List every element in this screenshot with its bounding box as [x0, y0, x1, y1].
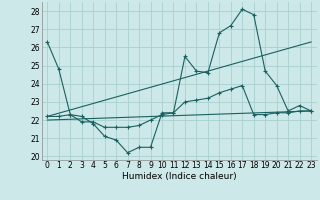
X-axis label: Humidex (Indice chaleur): Humidex (Indice chaleur) [122, 172, 236, 181]
